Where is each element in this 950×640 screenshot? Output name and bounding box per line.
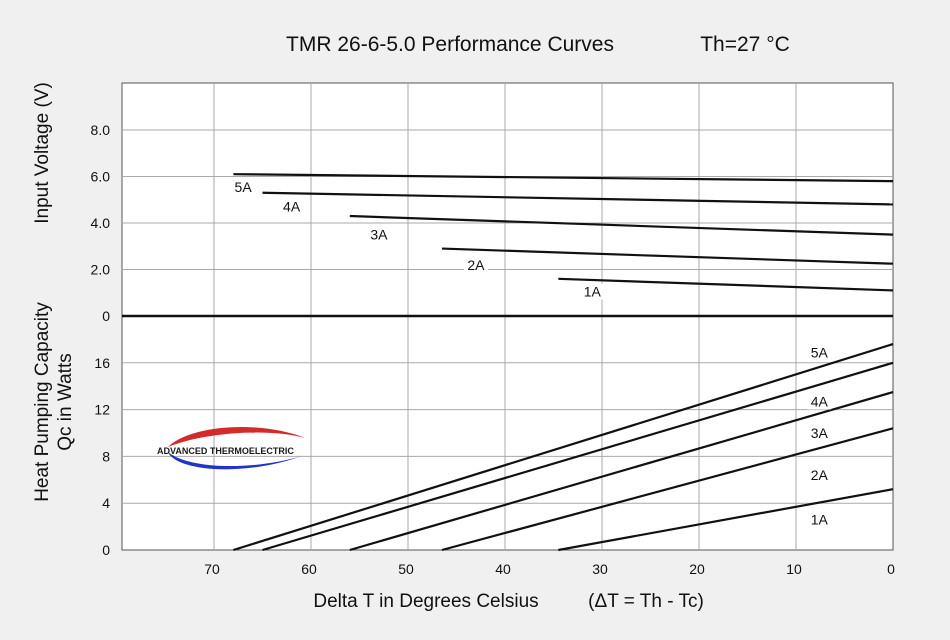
voltage-tick-label-2: 4.0 [91, 215, 111, 231]
capacity-curve-3A [349, 390, 894, 552]
labels-layer: 5A 4A 3A 2A 1A 5A 4A 3A 2A 1A [231, 178, 832, 528]
capacity-tick-label-3: 12 [94, 402, 110, 418]
capacity-axis-title-line2: Qc in Watts [55, 353, 76, 450]
logo-blue-swoosh [168, 452, 302, 470]
x-axis-formula: (ΔT = Th - Tc) [588, 591, 704, 612]
series-layer [233, 173, 894, 552]
voltage-curve-label-3A: 3A [370, 227, 388, 243]
x-tick-label-60: 60 [301, 561, 317, 577]
capacity-label-bg-3A [807, 425, 832, 441]
x-tick-label-10: 10 [786, 561, 802, 577]
capacity-tick-label-2: 8 [102, 448, 110, 464]
voltage-curve-label-1A: 1A [584, 284, 602, 300]
capacity-tick-label-4: 16 [94, 355, 110, 371]
voltage-curve-1A [558, 277, 894, 292]
voltage-curve-label-4A: 4A [283, 199, 301, 215]
capacity-axis-title-line1: Heat Pumping Capacity [32, 302, 53, 502]
voltage-curve-3A [349, 214, 894, 236]
voltage-curve-2A [441, 247, 894, 265]
voltage-curve-label-2A: 2A [467, 257, 485, 273]
x-tick-label-50: 50 [398, 561, 414, 577]
logo-text: ADVANCED THERMOELECTRIC [157, 446, 294, 456]
ticks-layer: 70 60 50 40 30 20 10 0 0 2.0 4.0 6.0 8.0 0 4 8 12 16 [91, 122, 896, 577]
x-axis-title: Delta T in Degrees Celsius [313, 591, 538, 612]
x-tick-label-40: 40 [495, 561, 511, 577]
capacity-curve-label-5A: 5A [811, 344, 829, 360]
x-tick-label-0: 0 [887, 561, 895, 577]
capacity-label-bg-1A [807, 511, 832, 528]
voltage-tick-label-1: 2.0 [91, 262, 111, 278]
x-tick-label-70: 70 [204, 561, 220, 577]
capacity-curve-1A [558, 488, 894, 552]
chart-title-condition: Th=27 °C [700, 33, 790, 56]
voltage-label-bg-4A [279, 198, 304, 215]
voltage-axis-title: Input Voltage (V) [32, 82, 53, 224]
voltage-tick-label-0: 0 [102, 308, 110, 324]
capacity-label-bg-5A [807, 344, 832, 361]
voltage-tick-label-3: 6.0 [91, 169, 111, 185]
capacity-curve-label-2A: 2A [811, 467, 829, 483]
chart-title: TMR 26-6-5.0 Performance Curves [286, 33, 614, 56]
x-tick-label-30: 30 [592, 561, 608, 577]
voltage-label-bg-3A [366, 226, 391, 243]
capacity-curve-label-1A: 1A [811, 512, 829, 528]
capacity-curve-label-3A: 3A [811, 425, 829, 441]
logo-red-swoosh [168, 427, 305, 447]
x-tick-label-20: 20 [689, 561, 705, 577]
capacity-curve-label-4A: 4A [811, 393, 829, 409]
capacity-tick-label-1: 4 [102, 495, 110, 511]
voltage-curve-label-5A: 5A [235, 179, 253, 195]
capacity-curve-5A [233, 343, 894, 552]
voltage-label-bg-5A [231, 178, 256, 195]
capacity-tick-label-0: 0 [102, 542, 110, 558]
voltage-label-bg-1A [580, 283, 605, 300]
voltage-label-bg-2A [463, 256, 488, 273]
voltage-curve-5A [233, 173, 894, 183]
voltage-curve-4A [262, 191, 894, 206]
capacity-label-bg-2A [807, 467, 832, 484]
voltage-tick-label-4: 8.0 [91, 122, 111, 138]
capacity-curve-4A [262, 361, 894, 552]
capacity-label-bg-4A [807, 393, 832, 410]
advanced-thermoelectric-logo: ADVANCED THERMOELECTRIC [157, 427, 305, 470]
capacity-curve-2A [441, 427, 894, 552]
